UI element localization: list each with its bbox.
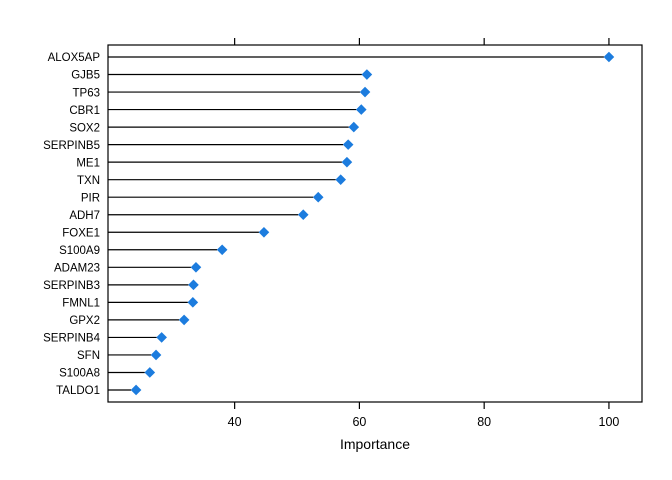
x-tick-label: 40 xyxy=(228,415,242,429)
data-point-diamond xyxy=(216,244,228,256)
data-point-diamond xyxy=(355,104,367,115)
data-point-diamond xyxy=(348,121,360,133)
data-point-diamond xyxy=(130,384,142,396)
data-point-diamond xyxy=(359,86,371,98)
y-axis-label: SERPINB3 xyxy=(43,280,100,292)
data-point-diamond xyxy=(178,314,190,326)
data-point-diamond xyxy=(144,367,156,378)
data-point-diamond xyxy=(258,226,270,238)
x-tick-label: 80 xyxy=(477,415,491,429)
y-axis-label: ADAM23 xyxy=(54,263,100,275)
data-point-diamond xyxy=(603,51,615,63)
y-axis-label: S100A9 xyxy=(59,245,100,257)
y-axis-label: SERPINB4 xyxy=(43,333,100,345)
y-axis-label: SERPINB5 xyxy=(43,140,100,152)
x-tick-label: 60 xyxy=(352,415,366,429)
y-axis-label: TALDO1 xyxy=(56,385,100,397)
data-point-diamond xyxy=(341,156,353,168)
y-axis-label: FOXE1 xyxy=(62,227,100,239)
x-axis-label: Importance xyxy=(340,436,410,452)
y-axis-label: CBR1 xyxy=(69,105,100,117)
data-point-diamond xyxy=(297,209,309,221)
data-point-diamond xyxy=(342,139,354,150)
y-axis-label: PIR xyxy=(81,192,100,204)
data-point-diamond xyxy=(335,174,346,185)
data-point-diamond xyxy=(190,262,202,273)
y-axis-label: FMNL1 xyxy=(62,298,100,310)
y-axis-label: GPX2 xyxy=(69,315,100,327)
data-point-diamond xyxy=(188,279,199,291)
y-axis-label: S100A8 xyxy=(59,368,100,380)
y-axis-label: SOX2 xyxy=(69,122,100,134)
y-axis-label: TP63 xyxy=(73,87,101,99)
data-point-diamond xyxy=(187,297,199,308)
y-axis-label: TXN xyxy=(77,175,100,187)
y-axis-label: GJB5 xyxy=(71,70,100,82)
y-axis-label: ME1 xyxy=(76,157,100,169)
y-axis-label: ADH7 xyxy=(69,210,100,222)
x-tick-label: 100 xyxy=(599,415,620,429)
data-point-diamond xyxy=(150,349,162,361)
data-point-diamond xyxy=(156,332,167,343)
data-point-diamond xyxy=(361,69,373,80)
plot-box xyxy=(107,44,643,403)
y-axis-label: ALOX5AP xyxy=(48,52,101,64)
y-axis-label: SFN xyxy=(77,350,100,362)
data-point-diamond xyxy=(312,191,324,203)
